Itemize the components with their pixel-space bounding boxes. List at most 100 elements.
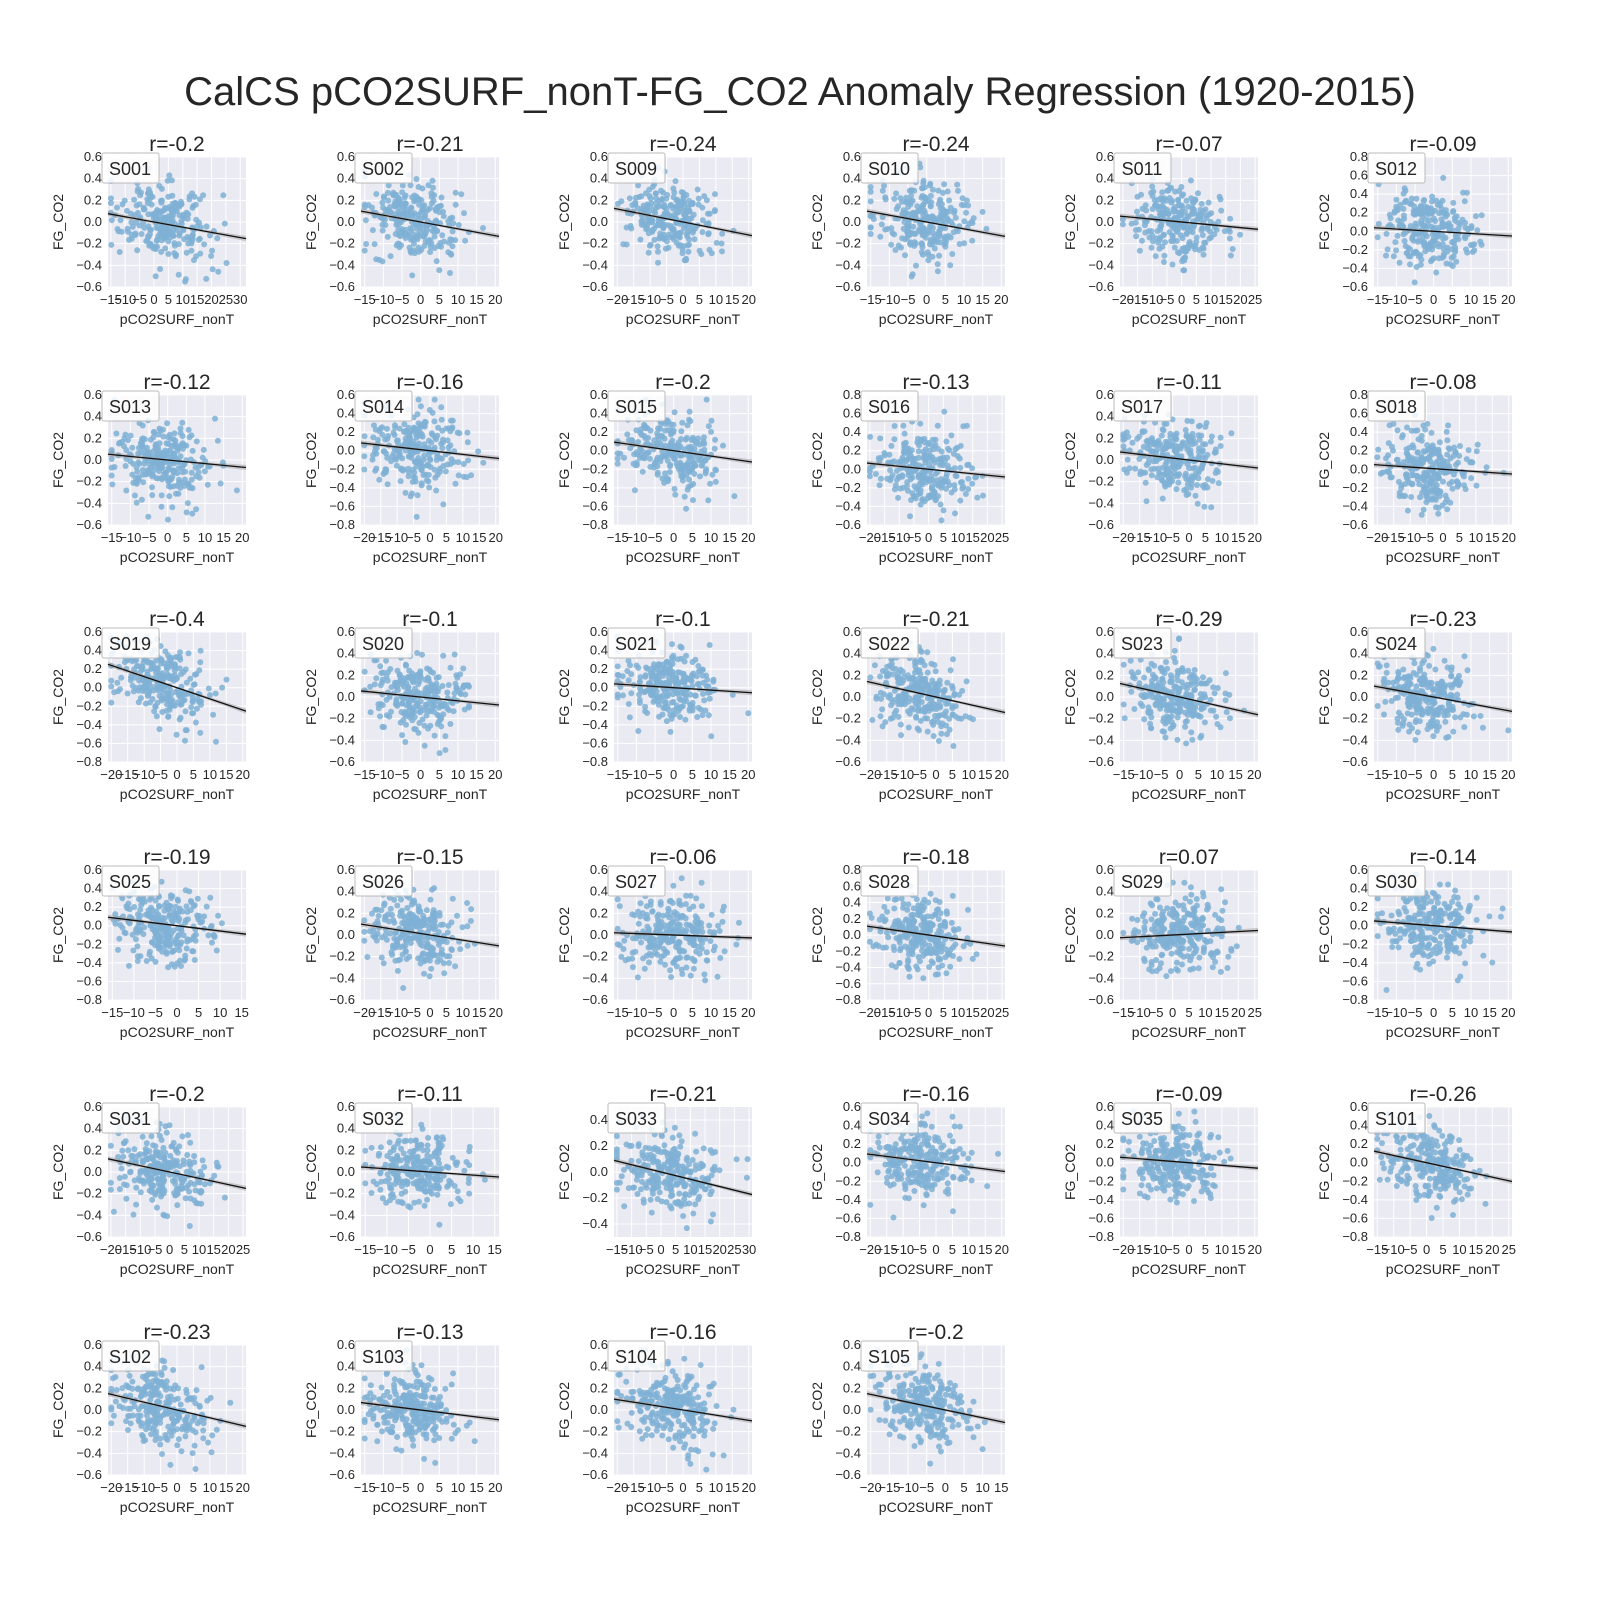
data-point <box>415 396 422 403</box>
data-point <box>635 182 642 189</box>
data-point <box>876 482 883 489</box>
correlation-label: r=-0.1 <box>655 608 710 631</box>
y-tick-label: −0.2 <box>76 474 102 489</box>
data-point <box>427 722 434 729</box>
data-point <box>188 704 195 711</box>
y-tick-label: −0.6 <box>835 279 861 294</box>
data-point <box>136 201 143 208</box>
data-point <box>635 439 642 445</box>
site-label-box <box>354 627 413 659</box>
data-point <box>1161 420 1168 427</box>
site-label: S013 <box>109 397 151 417</box>
y-tick-label: −0.4 <box>1088 257 1114 272</box>
panel-s020: −15−10 −5 0 5 10 15 20−0.6−0.4−0.20.00.20.40.6… <box>303 608 503 802</box>
y-tick-label: 0.6 <box>843 149 861 164</box>
data-point <box>183 679 190 686</box>
y-tick-label: −0.2 <box>582 461 608 476</box>
data-point <box>180 462 187 469</box>
data-point <box>924 649 931 656</box>
data-point <box>941 211 948 218</box>
data-point <box>929 486 936 493</box>
data-point <box>380 204 387 211</box>
data-point <box>176 212 183 219</box>
y-tick-label: 0.0 <box>843 689 861 704</box>
x-tick-label: 20 <box>235 767 249 782</box>
data-point <box>899 454 906 461</box>
site-label: S018 <box>1375 397 1417 417</box>
data-point <box>670 421 677 428</box>
data-point <box>1227 252 1234 259</box>
data-point <box>1202 239 1209 246</box>
data-point <box>961 240 968 247</box>
data-point <box>699 712 706 719</box>
data-point <box>681 658 688 665</box>
data-point <box>176 232 183 239</box>
data-point <box>430 184 436 191</box>
data-point <box>650 698 657 705</box>
data-point <box>385 182 392 189</box>
data-point <box>171 460 178 467</box>
data-point <box>1412 220 1419 227</box>
data-point <box>937 712 944 719</box>
panel-s013: −15−10 −5 0 5 10 15 20−0.6−0.4−0.20.00.20.40.6… <box>50 371 250 565</box>
data-point <box>1406 460 1413 467</box>
data-point <box>944 731 950 738</box>
data-point <box>193 216 200 223</box>
y-tick-label: −0.6 <box>1342 517 1368 532</box>
data-point <box>1390 253 1397 260</box>
data-point <box>121 435 128 442</box>
data-point <box>699 217 706 224</box>
data-point <box>412 726 419 733</box>
data-point <box>1202 206 1209 213</box>
data-point <box>913 262 919 269</box>
data-point <box>661 705 668 712</box>
data-point <box>431 192 438 199</box>
data-point <box>879 214 886 221</box>
data-point <box>867 433 874 440</box>
data-point <box>189 204 196 211</box>
data-point <box>1226 228 1233 235</box>
data-point <box>930 186 936 193</box>
data-point <box>189 447 196 454</box>
data-point <box>148 664 155 671</box>
data-point <box>1188 418 1195 425</box>
y-tick-label: −0.2 <box>835 711 861 726</box>
data-point <box>1177 232 1184 239</box>
data-point <box>1455 219 1461 226</box>
data-point <box>702 707 709 714</box>
data-point <box>379 227 386 234</box>
data-point <box>699 204 706 211</box>
data-point <box>681 207 688 214</box>
data-point <box>1410 472 1417 479</box>
data-point <box>935 445 941 452</box>
data-point <box>114 679 121 686</box>
data-point <box>1150 238 1156 245</box>
data-point <box>979 208 986 215</box>
data-point <box>1158 432 1165 439</box>
data-point <box>642 424 649 430</box>
x-tick-label: 0 <box>417 292 424 307</box>
data-point <box>142 700 149 707</box>
x-tick-label: −10 <box>1385 292 1407 307</box>
data-point <box>136 222 143 229</box>
y-tick-label: 0.4 <box>1096 409 1114 424</box>
data-point <box>1149 682 1156 689</box>
data-point <box>1411 279 1418 286</box>
data-point <box>638 208 645 215</box>
data-point <box>192 719 199 726</box>
data-point <box>408 204 415 211</box>
data-point <box>184 215 191 222</box>
data-point <box>935 201 942 208</box>
y-tick-label: −0.8 <box>329 517 355 532</box>
data-point <box>1463 189 1470 196</box>
data-point <box>408 249 415 256</box>
data-point <box>200 446 207 453</box>
data-point <box>916 667 923 673</box>
y-axis-label: FG_CO2 <box>50 669 66 725</box>
data-point <box>693 440 700 447</box>
y-tick-label: 0.6 <box>1350 406 1368 421</box>
data-point <box>1178 221 1185 228</box>
data-point <box>233 487 240 494</box>
data-point <box>956 691 963 698</box>
data-point <box>411 210 418 217</box>
